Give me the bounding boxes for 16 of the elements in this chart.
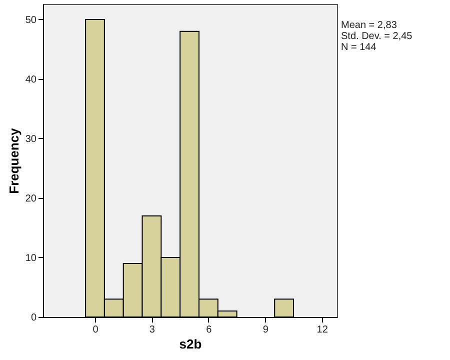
x-tick-label: 9 <box>262 324 269 336</box>
y-tick-label: 10 <box>25 252 37 264</box>
y-axis-title: Frequency <box>6 127 22 194</box>
text: Mean = 2,83 <box>341 20 398 31</box>
text: N = 144 <box>341 42 377 53</box>
y-tick-label: 40 <box>25 74 37 86</box>
y-tick-label: 30 <box>25 134 37 145</box>
x-tick-label: 6 <box>206 324 212 336</box>
x-axis-title: s2b <box>179 336 202 352</box>
x-tick-label: 0 <box>92 324 99 336</box>
y-tick-label: 0 <box>30 312 37 324</box>
y-tick-label: 50 <box>25 14 37 26</box>
y-tick-label: 20 <box>25 193 37 204</box>
text: Std. Dev. = 2,45 <box>341 31 413 42</box>
x-tick-label: 3 <box>149 324 156 336</box>
x-tick-label: 12 <box>316 324 328 336</box>
